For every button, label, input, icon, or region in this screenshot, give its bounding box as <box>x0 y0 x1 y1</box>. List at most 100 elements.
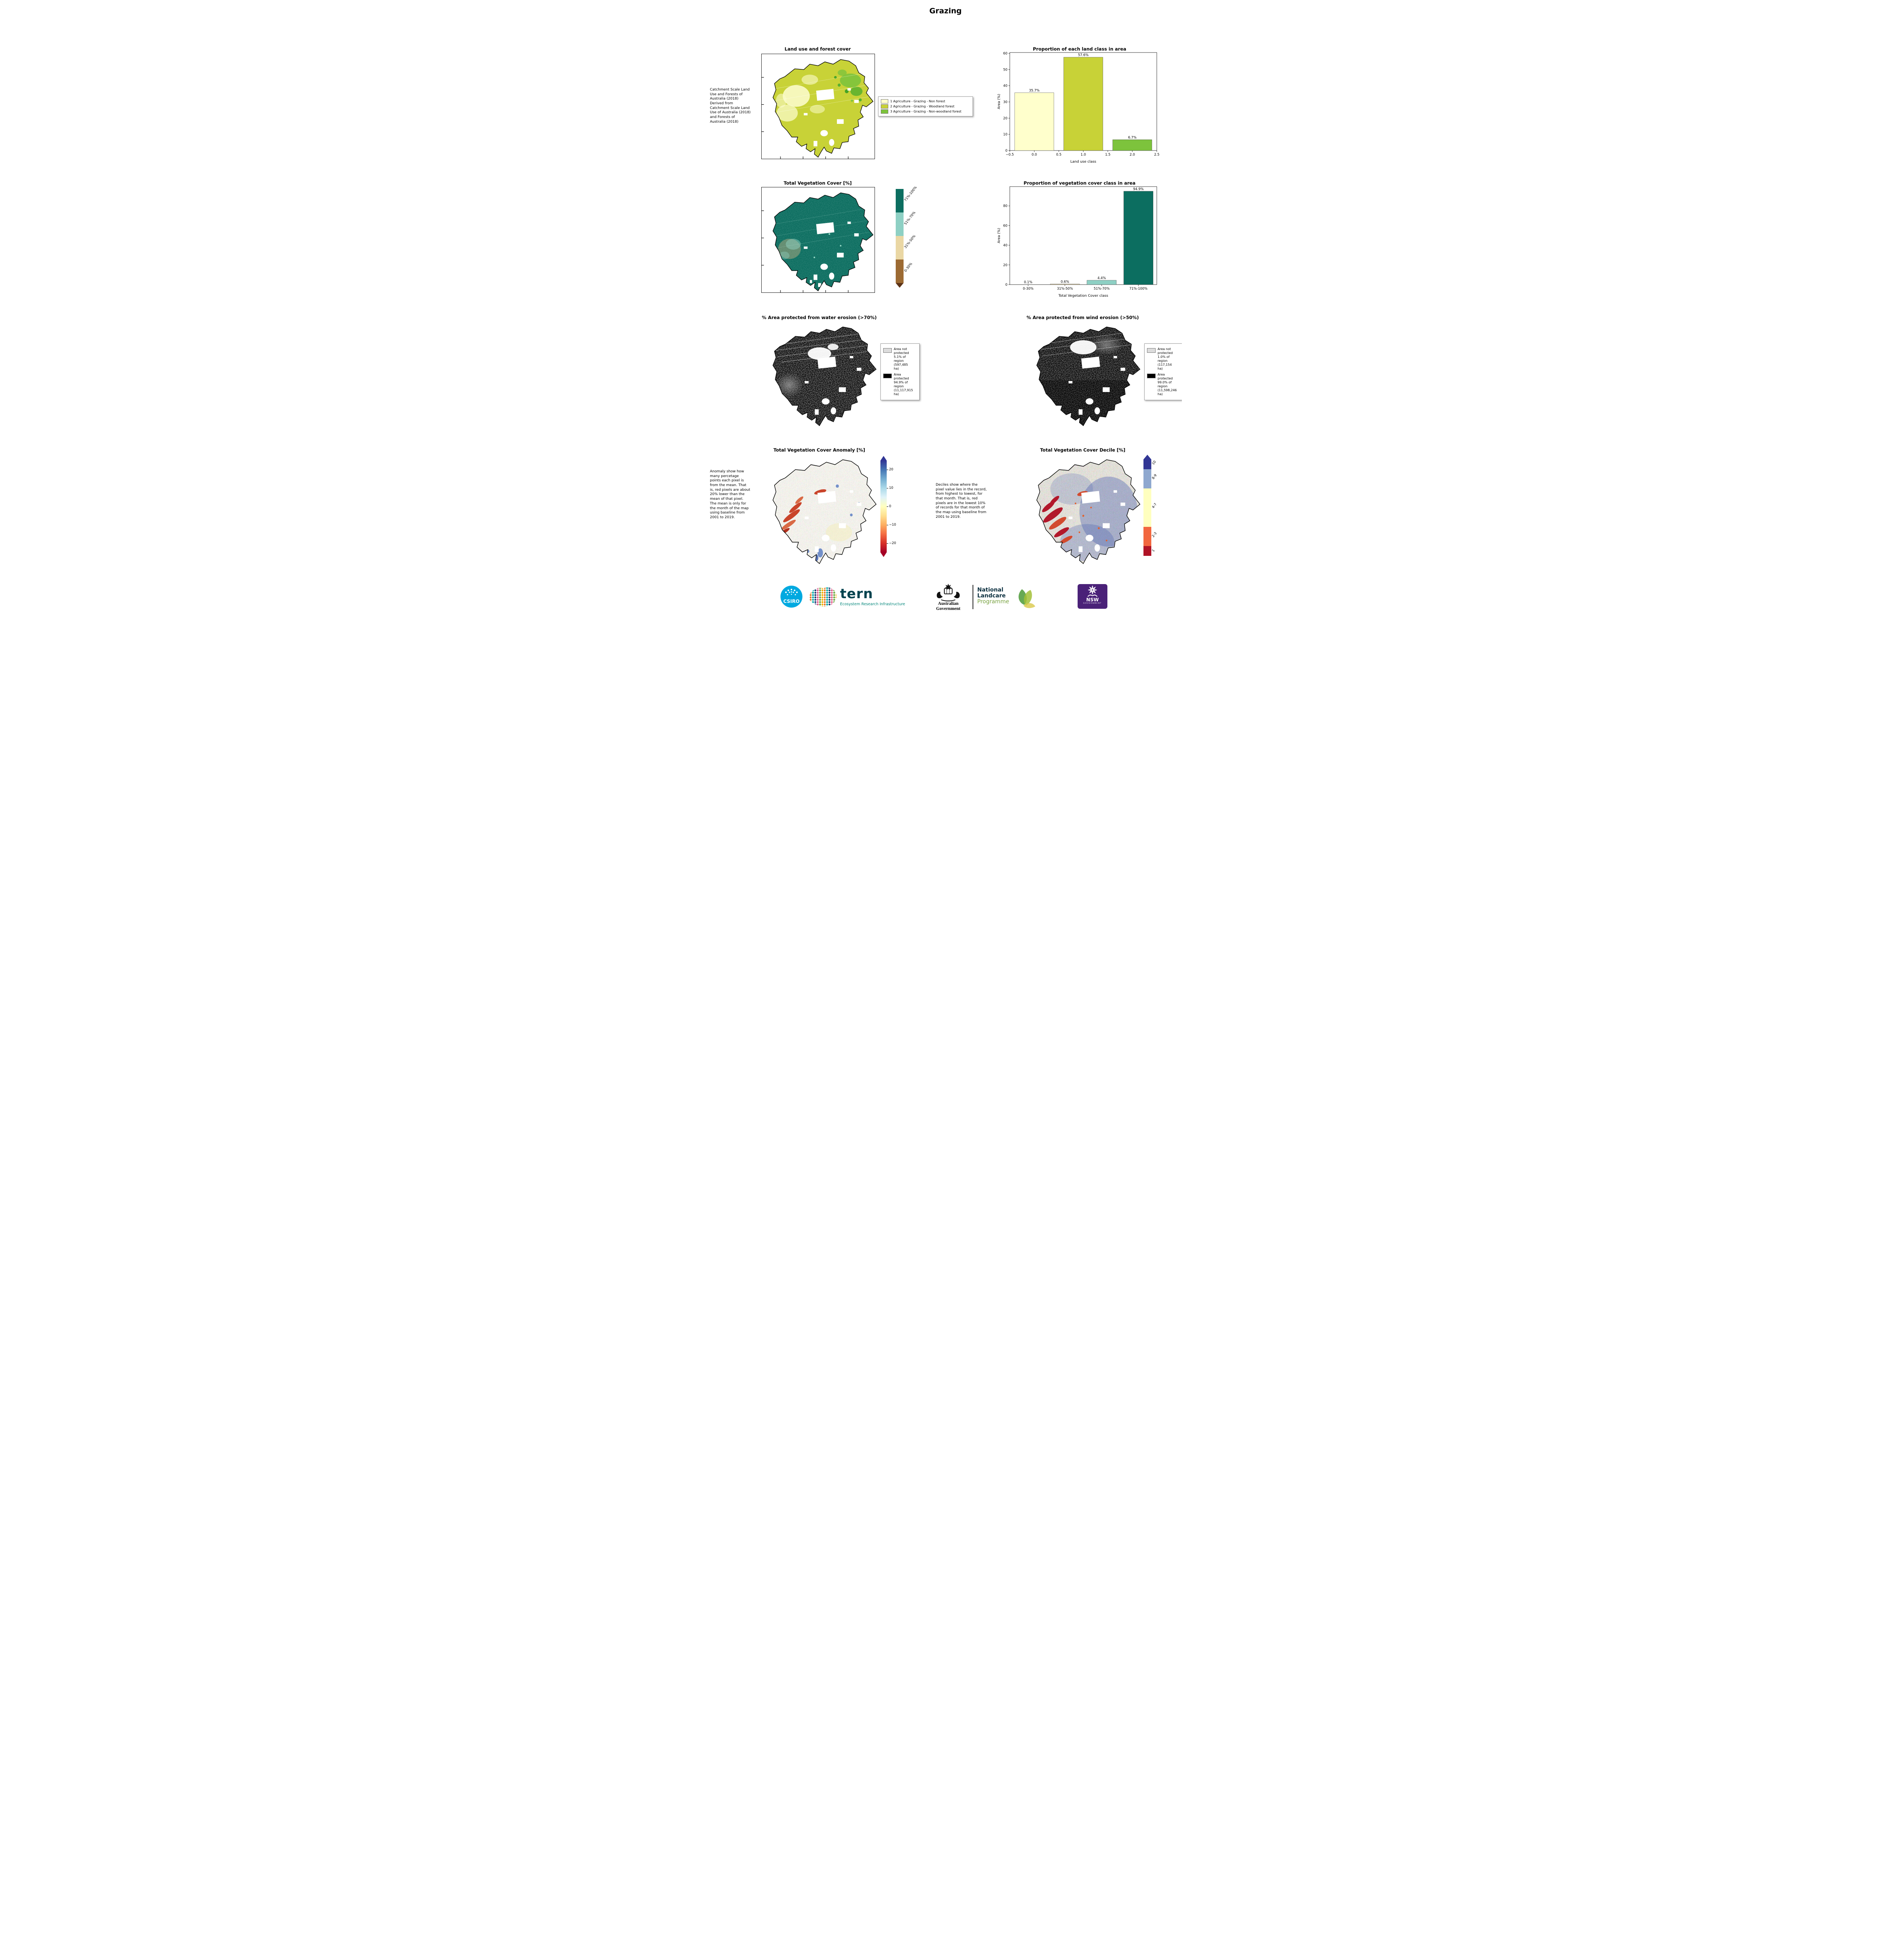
legend-swatch <box>881 104 888 109</box>
svg-text:1.5: 1.5 <box>1105 153 1111 157</box>
svg-text:57.6%: 57.6% <box>1078 53 1089 57</box>
csiro-burst-icon <box>785 589 798 595</box>
legend-label: Area not protected 1.0% of region (117,1… <box>1158 347 1173 370</box>
anomaly-title: Total Vegetation Cover Anomaly [%] <box>773 447 865 453</box>
landuse-map <box>761 54 875 159</box>
decile-caption: Deciles show where the pixel value lies … <box>936 483 987 519</box>
svg-text:30: 30 <box>1003 100 1007 104</box>
veg-class-chart: 0 20 40 60 80 0-30% 31%-50% 51%-70% 71%-100% 0.1%… <box>996 182 1159 298</box>
tern-logo: tern Ecosystem Research Infrastructure <box>840 587 905 606</box>
colorbar-tick: −10 <box>889 523 896 527</box>
water-erosion-legend: Area not protected 5.1% of region (597,4… <box>880 343 920 400</box>
svg-text:31%-50%: 31%-50% <box>1057 287 1073 291</box>
svg-text:40: 40 <box>1003 84 1007 88</box>
landcare-line3: Programme <box>977 599 1009 605</box>
svg-text:0.6%: 0.6% <box>1061 280 1069 284</box>
legend-swatch <box>1147 348 1156 353</box>
colorbar-label: 8-9 <box>1151 474 1158 481</box>
page-title: Grazing <box>929 6 962 15</box>
water-erosion-title: % Area protected from water erosion (>70… <box>762 314 877 320</box>
svg-text:51%-70%: 51%-70% <box>1094 287 1110 291</box>
colorbar-label: 0-30% <box>904 262 913 273</box>
legend-item: 2 Agriculture - Grazing - Woodland fores… <box>881 104 970 109</box>
colorbar-tick: 0 <box>889 505 891 508</box>
colorbar-tick: 10 <box>889 486 893 490</box>
water-erosion-map-svg <box>772 327 877 426</box>
colorbar-label: 51%-70% <box>904 211 917 226</box>
landuse-legend: 1 Agriculture - Grazing - Non forest 2 Ag… <box>878 96 973 116</box>
svg-text:Total Vegetation Cover class: Total Vegetation Cover class <box>1058 294 1108 298</box>
svg-text:Area (%): Area (%) <box>997 228 1001 243</box>
svg-text:Land use class: Land use class <box>1071 160 1096 164</box>
colorbar-label: 2-3 <box>1151 531 1158 538</box>
svg-text:0: 0 <box>1005 149 1007 153</box>
svg-text:20: 20 <box>1003 116 1007 120</box>
decile-map <box>1025 454 1141 565</box>
svg-text:1.0: 1.0 <box>1081 153 1086 157</box>
svg-text:0.0: 0.0 <box>1032 153 1037 157</box>
wind-erosion-title: % Area protected from wind erosion (>50%… <box>1026 314 1139 320</box>
vegcover-map-svg <box>762 192 873 292</box>
land-class-chart-title: Proportion of each land class in area <box>1033 46 1127 52</box>
waratah-icon <box>1087 585 1098 597</box>
nsw-label: NSW <box>1086 597 1099 603</box>
landcare-line1: National <box>977 587 1004 593</box>
legend-swatch <box>883 348 892 353</box>
landcare-leaves-icon <box>1010 585 1038 610</box>
svg-text:4.4%: 4.4% <box>1098 276 1106 280</box>
legend-label: 1 Agriculture - Grazing - Non forest <box>890 100 946 103</box>
svg-text:Area (%): Area (%) <box>997 94 1001 109</box>
colorbar-tick: −20 <box>889 541 896 545</box>
legend-item: Area not protected 5.1% of region (597,4… <box>883 347 917 371</box>
anomaly-map <box>761 454 878 565</box>
svg-text:50: 50 <box>1003 68 1007 72</box>
svg-text:35.7%: 35.7% <box>1029 89 1040 93</box>
anomaly-colorbar: 20 10 0 −10 −20 <box>880 456 896 557</box>
wind-erosion-legend: Area not protected 1.0% of region (117,1… <box>1144 343 1182 400</box>
svg-text:0: 0 <box>1005 283 1007 287</box>
csiro-logo: CSIRO <box>780 585 803 610</box>
legend-item: Area not protected 1.0% of region (117,1… <box>1147 347 1181 371</box>
legend-swatch <box>881 99 888 103</box>
svg-text:80: 80 <box>1003 204 1007 208</box>
wind-erosion-map-svg <box>1036 327 1140 426</box>
svg-text:6.7%: 6.7% <box>1128 136 1137 140</box>
decile-map-svg <box>1036 459 1140 564</box>
svg-text:0.5: 0.5 <box>1056 153 1062 157</box>
svg-text:60: 60 <box>1003 52 1007 56</box>
csiro-wordmark: CSIRO <box>783 599 800 604</box>
colorbar-label: 10 <box>1151 460 1157 466</box>
anomaly-caption: Anomaly show how many percetage points e… <box>710 470 750 519</box>
wind-erosion-map <box>1025 321 1141 427</box>
vegcover-map-title: Total Vegetation Cover [%] <box>784 180 852 186</box>
legend-item: Area protected 94.9% of region (11,117,9… <box>883 373 917 396</box>
legend-label: 3 Agriculture - Grazing - Non-woodland f… <box>890 110 962 113</box>
veg-class-chart-title: Proportion of vegetation cover class in … <box>1024 180 1136 186</box>
legend-label: 2 Agriculture - Grazing - Woodland fores… <box>890 105 955 108</box>
svg-text:2.5: 2.5 <box>1154 153 1159 157</box>
svg-text:−0.5: −0.5 <box>1006 153 1014 157</box>
vegcover-map <box>761 187 875 293</box>
colorbar-label: 31%-50% <box>904 234 917 250</box>
tern-wordmark: tern <box>840 586 873 602</box>
svg-text:60: 60 <box>1003 224 1007 228</box>
colorbar-tick: 20 <box>889 468 893 472</box>
svg-text:20: 20 <box>1003 263 1007 267</box>
colorbar-label: 71%-100% <box>904 185 918 203</box>
legend-swatch <box>1147 374 1156 378</box>
svg-text:10: 10 <box>1003 133 1007 137</box>
legend-item: Area protected 99.0% of region (11,598,2… <box>1147 373 1181 396</box>
legend-label: Area protected 99.0% of region (11,598,2… <box>1158 373 1177 396</box>
svg-text:2.0: 2.0 <box>1130 153 1135 157</box>
vegcover-colorbar: 71%-100% 51%-70% 31%-50% 0-30% <box>896 185 918 288</box>
tern-australia-dots-icon <box>807 585 838 611</box>
anomaly-map-svg <box>772 459 877 564</box>
tern-subtitle: Ecosystem Research Infrastructure <box>840 602 906 606</box>
coat-of-arms-icon <box>936 584 960 601</box>
svg-text:94.9%: 94.9% <box>1133 187 1144 191</box>
legend-swatch <box>883 374 892 378</box>
landcare-logo: National Landcare Programme <box>977 587 1009 605</box>
nsw-government-label: GOVERNMENT <box>1083 603 1102 604</box>
nsw-government-logo: NSW GOVERNMENT <box>1078 584 1107 609</box>
landuse-map-title: Land use and forest cover <box>784 46 851 52</box>
